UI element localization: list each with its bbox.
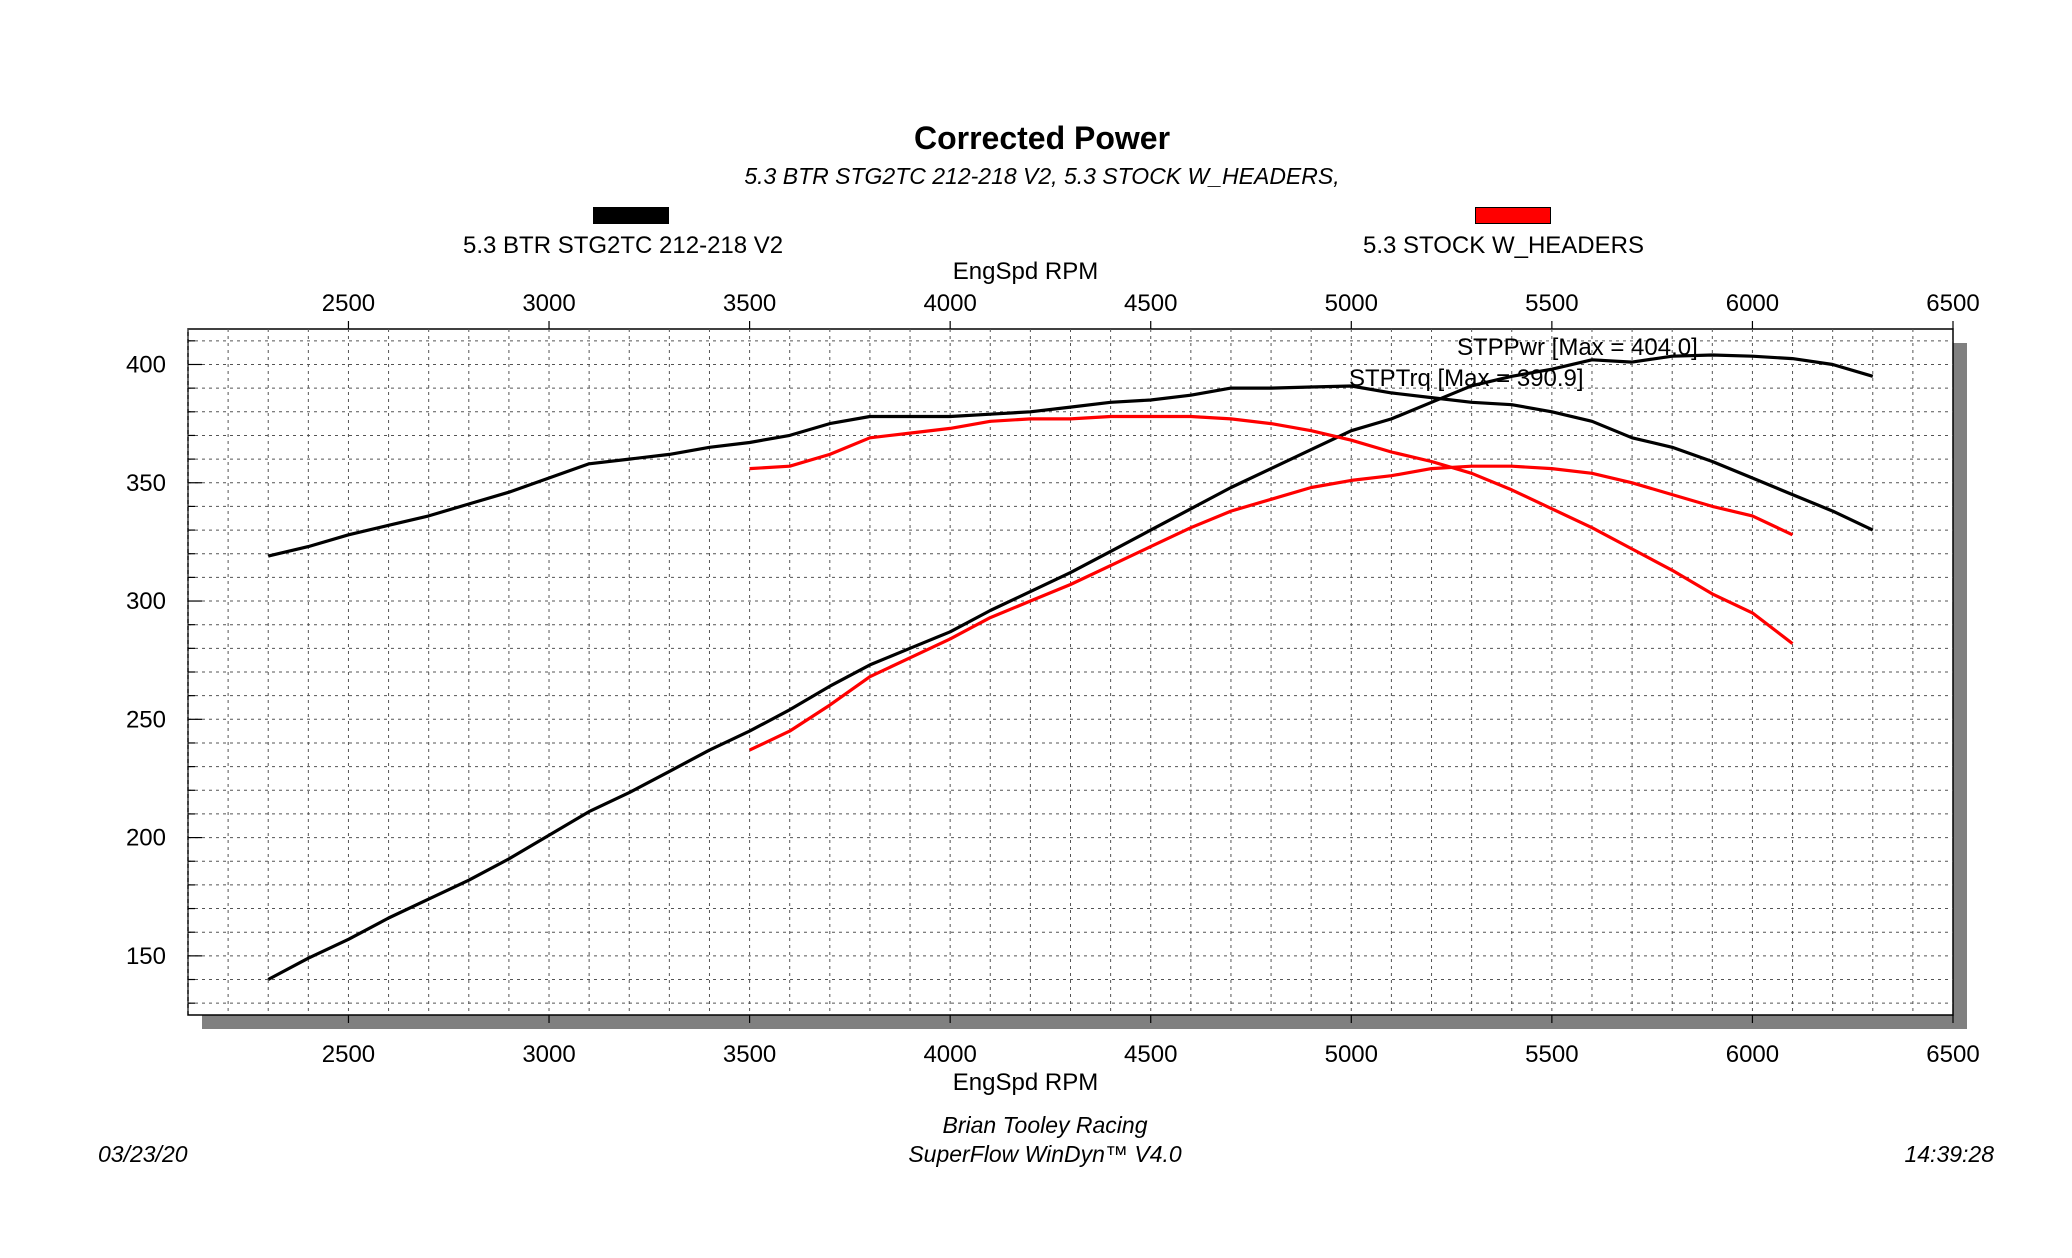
chart-subtitle: 5.3 BTR STG2TC 212-218 V2, 5.3 STOCK W_H… xyxy=(744,163,1340,189)
x-tick-label-bottom: 5500 xyxy=(1525,1041,1578,1068)
x-tick-label-bottom: 5000 xyxy=(1325,1041,1378,1068)
shadow-bottom xyxy=(202,1015,1967,1029)
series-lines xyxy=(267,353,1874,981)
y-tick-label: 300 xyxy=(126,588,166,615)
x-tick-label-top: 5000 xyxy=(1325,290,1378,317)
x-tick-label-bottom: 3000 xyxy=(522,1041,575,1068)
x-tick-label-top: 4500 xyxy=(1124,290,1177,317)
x-tick-label-top: 6000 xyxy=(1726,290,1779,317)
footer-company: Brian Tooley Racing xyxy=(942,1112,1148,1138)
x-tick-label-top: 3500 xyxy=(723,290,776,317)
x-tick-label-top: 3000 xyxy=(522,290,575,317)
series-line-torque-0 xyxy=(267,384,1874,558)
legend-swatch-btr xyxy=(593,207,669,224)
series-line-power-1 xyxy=(267,353,1874,981)
footer-software: SuperFlow WinDyn™ V4.0 xyxy=(908,1141,1182,1167)
x-tick-label-bottom: 6500 xyxy=(1926,1041,1979,1068)
y-tick-label: 400 xyxy=(126,351,166,378)
axes: 2500 2500 3000 3000 3500 3500 4000 4000 4500 4500… xyxy=(126,258,1980,1096)
grid-lines xyxy=(187,329,1953,1015)
x-tick-label-bottom: 2500 xyxy=(322,1041,375,1068)
plot-shadow xyxy=(202,343,1967,1029)
y-tick-label: 350 xyxy=(126,470,166,497)
y-tick-label: 150 xyxy=(126,943,166,970)
annotation-max-power: STPPwr [Max = 404.0] xyxy=(1457,334,1698,361)
x-tick-label-top: 2500 xyxy=(322,290,375,317)
series-line-power-3 xyxy=(748,464,1794,752)
x-tick-label-bottom: 3500 xyxy=(723,1041,776,1068)
x-tick-label-top: 4000 xyxy=(923,290,976,317)
series-line-torque-2 xyxy=(749,414,1794,645)
x-axis-title-top: EngSpd RPM xyxy=(953,258,1098,285)
legend-label-btr: 5.3 BTR STG2TC 212-218 V2 xyxy=(463,232,784,259)
y-tick-label: 250 xyxy=(126,706,166,733)
x-axis-title-bottom: EngSpd RPM xyxy=(953,1069,1098,1096)
footer-time: 14:39:28 xyxy=(1904,1141,1994,1167)
x-tick-label-bottom: 4500 xyxy=(1124,1041,1177,1068)
x-tick-label-top: 6500 xyxy=(1926,290,1979,317)
x-tick-label-top: 5500 xyxy=(1525,290,1578,317)
x-tick-label-bottom: 4000 xyxy=(923,1041,976,1068)
annotation-max-torque: STPTrq [Max = 390.9] xyxy=(1349,365,1584,392)
x-tick-label-bottom: 6000 xyxy=(1726,1041,1779,1068)
shadow-right xyxy=(1953,343,1967,1029)
legend-swatch-stock xyxy=(1475,207,1551,224)
chart-title: Corrected Power xyxy=(913,120,1171,156)
legend-label-stock: 5.3 STOCK W_HEADERS xyxy=(1363,232,1644,259)
footer-date: 03/23/20 xyxy=(98,1141,188,1167)
y-tick-label: 200 xyxy=(126,825,166,852)
annotations: STPPwr [Max = 404.0] STPTrq [Max = 390.9] xyxy=(1349,334,1698,392)
